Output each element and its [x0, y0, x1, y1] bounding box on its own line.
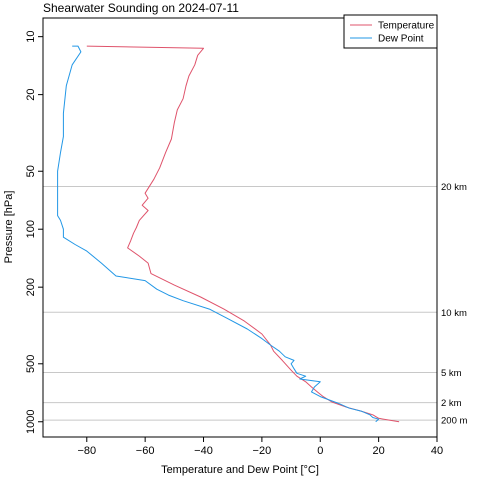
altitude-label: 10 km — [441, 308, 467, 319]
x-tick-label: −60 — [136, 445, 155, 457]
y-axis-label: Pressure [hPa] — [3, 191, 15, 264]
plot-frame — [42, 17, 438, 438]
legend-box — [343, 14, 438, 49]
y-tick-label: 200 — [25, 278, 37, 296]
y-tick-label: 1000 — [25, 410, 37, 434]
axes: −80 −60 −40 −20 0 20 40 10 20 50 100 200 500 1000 — [25, 17, 443, 457]
x-tick-label: −80 — [77, 445, 96, 457]
altitude-label: 2 km — [441, 398, 462, 409]
x-tick-label: −20 — [253, 445, 272, 457]
x-tick-label: −40 — [194, 445, 213, 457]
legend-label-temperature: Temperature — [378, 21, 435, 32]
chart-title: Shearwater Sounding on 2024-07-11 — [43, 1, 239, 15]
legend-label-dew-point: Dew Point — [378, 34, 424, 45]
altitude-label: 20 km — [441, 182, 467, 193]
y-tick-label: 20 — [25, 88, 37, 100]
y-tick-label: 100 — [25, 220, 37, 238]
altitude-label: 5 km — [441, 368, 462, 379]
x-tick-label: 0 — [317, 445, 323, 457]
y-tick-label: 10 — [25, 31, 37, 43]
y-tick-label: 50 — [25, 165, 37, 177]
y-tick-label: 500 — [25, 355, 37, 373]
x-tick-label: 20 — [373, 445, 385, 457]
series-lines — [57, 45, 400, 423]
altitude-label: 200 m — [441, 416, 467, 427]
legend: Temperature Dew Point — [343, 14, 438, 49]
x-tick-label: 40 — [431, 445, 443, 457]
dew-point-line — [57, 45, 380, 423]
temperature-line — [86, 45, 400, 423]
altitude-lines: 200 m 2 km 5 km 10 km 20 km — [43, 182, 467, 427]
x-axis-label: Temperature and Dew Point [°C] — [161, 464, 319, 476]
